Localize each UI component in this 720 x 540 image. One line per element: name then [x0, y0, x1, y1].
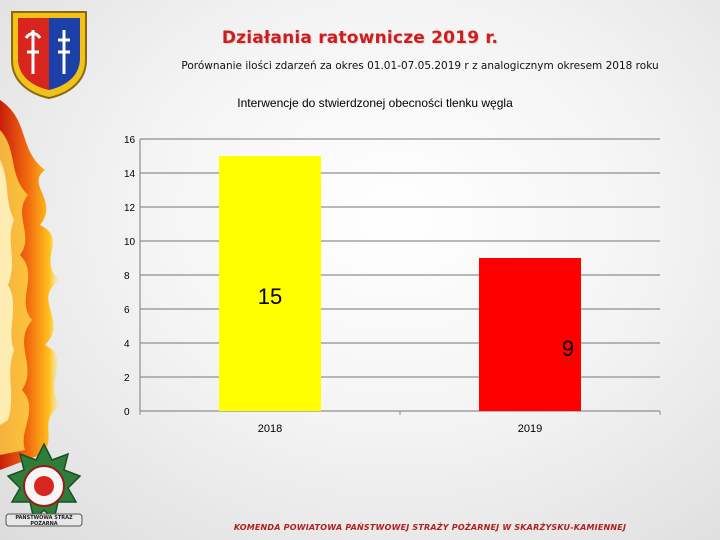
x-axis-ticks: 2018 2019	[139, 411, 661, 435]
y-tick-label: 4	[124, 339, 130, 350]
fire-service-emblem-icon	[5, 442, 83, 527]
coat-of-arms-icon	[11, 11, 87, 100]
data-label: 15	[258, 284, 282, 309]
y-tick-label: 10	[124, 237, 136, 248]
footer-text: KOMENDA POWIATOWA PAŃSTWOWEJ STRAŻY POŻA…	[233, 523, 627, 532]
y-tick-label: 6	[124, 305, 130, 316]
bars	[219, 156, 581, 411]
x-tick-label: 2018	[258, 423, 282, 435]
y-tick-label: 8	[124, 271, 130, 282]
y-tick-label: 14	[124, 169, 136, 180]
x-tick-label: 2019	[518, 423, 542, 435]
flame-decoration	[0, 100, 62, 470]
bar-2018	[219, 156, 321, 411]
data-label: 9	[562, 336, 574, 361]
y-tick-label: 12	[124, 203, 136, 214]
chart-title: Interwencje do stwierdzonej obecności tl…	[237, 96, 513, 110]
y-tick-label: 2	[124, 373, 130, 384]
y-tick-label: 16	[124, 135, 136, 146]
bar-2019	[479, 258, 581, 411]
gridlines	[139, 138, 660, 412]
data-labels: 15 9	[258, 284, 574, 361]
slide-subtitle: Porównanie ilości zdarzeń za okres 01.01…	[181, 60, 659, 72]
slide-title: Działania ratownicze 2019 r.	[221, 28, 499, 48]
y-tick-label: 0	[124, 407, 130, 418]
seal-text: PAŃSTWOWA STRAŻ POŻARNA	[15, 515, 73, 527]
y-axis-ticks: 0 2 4 6 8 10 12 14 16	[124, 135, 136, 418]
